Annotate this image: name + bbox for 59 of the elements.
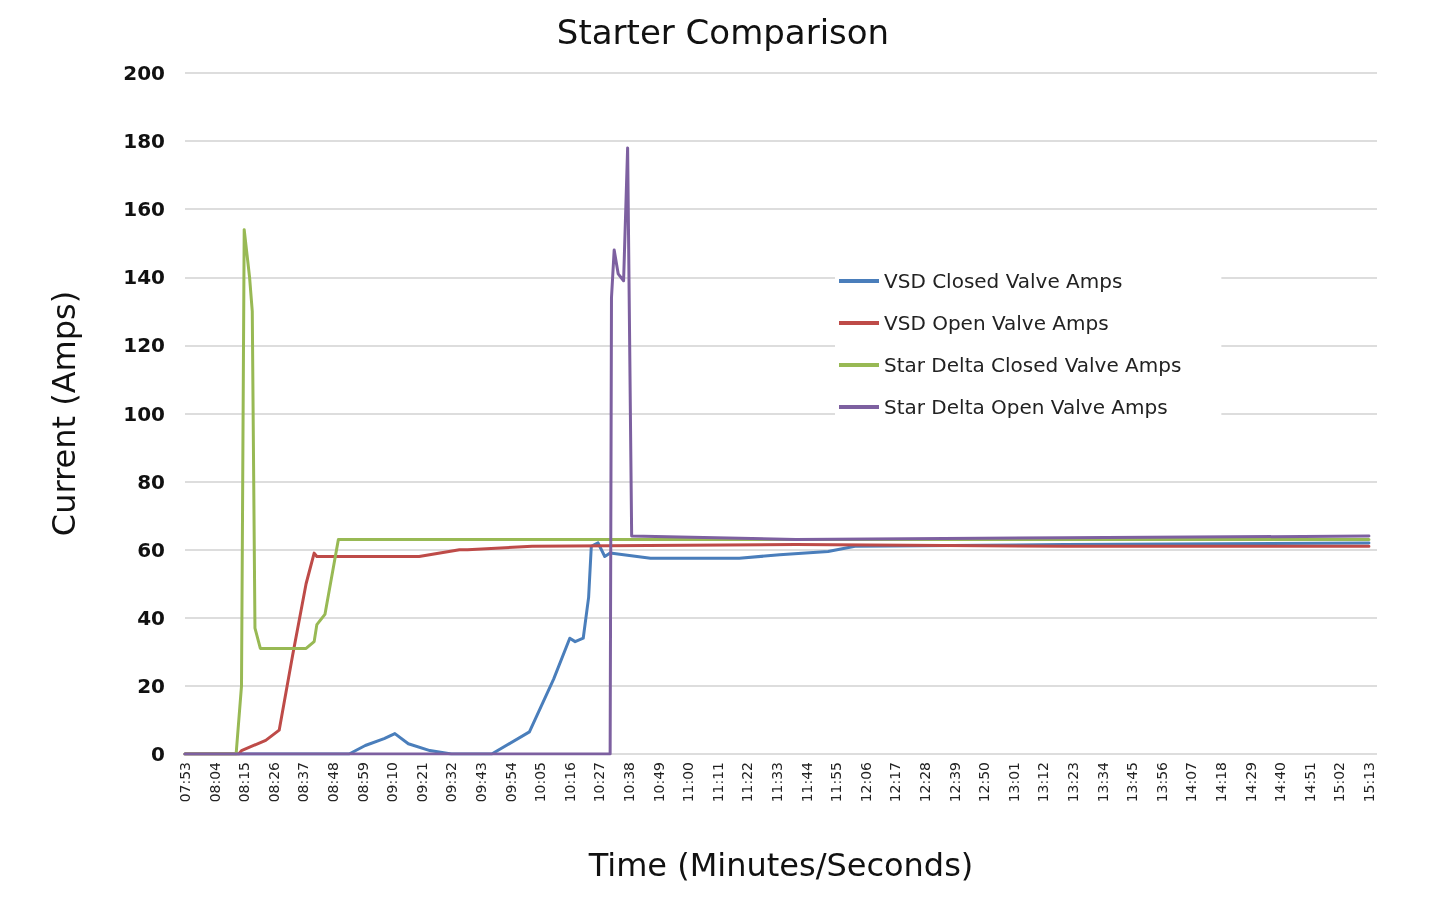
y-tick-label: 200 (123, 61, 165, 85)
x-tick-label: 13:45 (1124, 762, 1141, 803)
x-tick-label: 10:05 (532, 762, 549, 803)
x-tick-label: 08:59 (354, 762, 371, 803)
x-tick-label: 13:23 (1064, 762, 1081, 803)
x-tick-label: 11:22 (739, 762, 756, 803)
x-tick-label: 09:32 (443, 762, 460, 803)
x-tick-label: 15:02 (1331, 762, 1348, 803)
x-axis-title: Time (Minutes/Seconds) (587, 846, 974, 884)
x-tick-label: 09:21 (413, 762, 430, 803)
y-tick-label: 140 (123, 265, 165, 290)
x-tick-label: 11:33 (768, 762, 785, 803)
x-tick-label: 14:18 (1212, 762, 1229, 803)
x-tick-label: 13:56 (1153, 761, 1170, 803)
legend-label: Star Delta Closed Valve Amps (884, 353, 1182, 377)
x-tick-label: 14:40 (1272, 762, 1289, 803)
legend-label: VSD Closed Valve Amps (884, 269, 1123, 293)
y-tick-label: 20 (137, 673, 165, 698)
x-tick-label: 12:17 (887, 762, 904, 803)
x-tick-label: 13:01 (1005, 762, 1022, 803)
x-tick-label: 08:15 (236, 762, 253, 803)
x-tick-label: 11:55 (828, 762, 845, 803)
y-tick-label: 40 (137, 605, 165, 630)
x-tick-label: 09:54 (502, 761, 519, 803)
y-tick-label: 60 (137, 537, 165, 562)
x-tick-label: 10:16 (561, 761, 578, 803)
x-tick-label: 11:44 (798, 761, 815, 803)
x-tick-label: 14:51 (1301, 762, 1318, 803)
x-tick-label: 12:39 (946, 762, 963, 803)
x-tick-label: 12:06 (857, 761, 874, 803)
y-tick-label: 0 (151, 742, 165, 766)
x-tick-label: 14:07 (1183, 762, 1200, 803)
x-tick-label: 08:04 (206, 761, 223, 803)
x-tick-label: 11:11 (709, 762, 726, 803)
y-axis-title: Current (Amps) (45, 290, 83, 537)
x-tick-label: 11:00 (680, 762, 697, 803)
x-tick-label: 10:38 (620, 762, 637, 803)
x-tick-label: 09:10 (384, 762, 401, 803)
chart-title: Starter Comparison (556, 12, 890, 52)
legend-label: Star Delta Open Valve Amps (884, 395, 1168, 419)
y-tick-label: 160 (123, 197, 165, 222)
y-tick-label: 180 (123, 129, 165, 154)
x-tick-label: 13:12 (1035, 762, 1052, 803)
x-tick-label: 13:34 (1094, 761, 1111, 803)
x-tick-label: 09:43 (472, 762, 489, 803)
x-tick-label: 07:53 (177, 762, 193, 803)
x-tick-label: 08:37 (295, 762, 312, 803)
y-tick-label: 100 (123, 401, 165, 426)
x-tick-label: 12:50 (976, 762, 993, 803)
x-tick-label: 10:27 (591, 762, 608, 803)
x-tick-label: 15:13 (1360, 762, 1377, 803)
x-tick-label: 12:28 (916, 762, 933, 803)
legend-label: VSD Open Valve Amps (884, 311, 1109, 335)
x-tick-label: 10:49 (650, 762, 667, 803)
y-tick-label: 120 (123, 333, 165, 358)
x-tick-label: 08:48 (324, 762, 341, 803)
x-tick-label: 08:26 (265, 761, 282, 803)
y-tick-label: 80 (137, 469, 165, 494)
x-tick-label: 14:29 (1242, 762, 1259, 803)
